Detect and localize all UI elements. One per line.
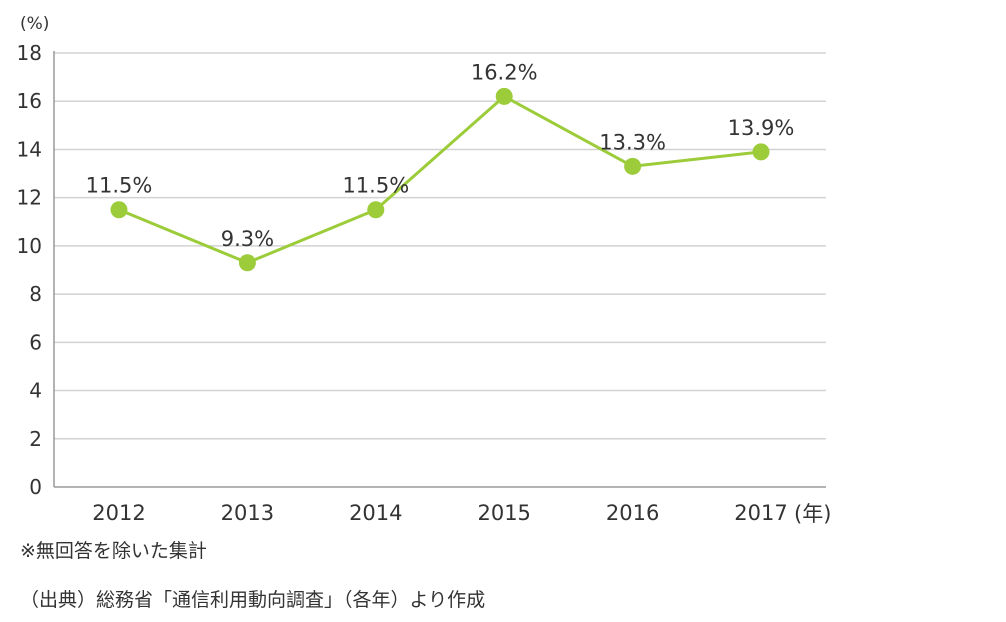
x-tick-labels: 2012 2013 2014 2015 2016 2017: [92, 501, 787, 525]
line-chart: (%) 0 2 4 6 8 10 12 14 16 18 2012 2013 2014 2015 2016…: [17, 14, 832, 526]
y-tick-label: 18: [17, 41, 42, 65]
y-tick-label: 4: [29, 379, 42, 403]
y-tick-label: 8: [29, 282, 42, 306]
data-point: [110, 201, 128, 219]
x-tick-label: 2016: [606, 501, 659, 525]
x-axis-unit: (年): [794, 502, 831, 526]
data-label: 11.5%: [342, 174, 409, 198]
y-tick-label: 6: [29, 330, 42, 354]
y-axis-unit: (%): [20, 14, 49, 34]
x-tick-label: 2014: [349, 501, 402, 525]
x-tick-label: 2013: [221, 501, 274, 525]
grid-layer: [53, 51, 826, 488]
data-point: [367, 201, 385, 219]
y-tick-label: 14: [17, 137, 42, 161]
y-tick-label: 10: [17, 234, 42, 258]
y-tick-label: 12: [17, 186, 42, 210]
source-note: （出典）総務省「通信利用動向調査」（各年）より作成: [20, 589, 486, 611]
y-tick-label: 16: [17, 89, 42, 113]
y-tick-label: 2: [29, 427, 42, 451]
y-tick-labels: 0 2 4 6 8 10 12 14 16 18: [17, 41, 42, 499]
data-label: 9.3%: [221, 227, 274, 251]
data-label: 16.2%: [471, 60, 538, 84]
x-tick-label: 2015: [477, 501, 530, 525]
data-point: [495, 87, 513, 105]
data-point: [238, 254, 256, 272]
series-layer: [110, 87, 770, 272]
data-label: 13.9%: [728, 116, 795, 140]
x-tick-label: 2017: [734, 501, 787, 525]
data-label: 11.5%: [86, 174, 153, 198]
exclusion-note: ※無回答を除いた集計: [20, 540, 207, 562]
y-tick-label: 0: [29, 475, 42, 499]
data-label: 13.3%: [599, 130, 666, 154]
data-labels: 11.5% 9.3% 11.5% 16.2% 13.3% 13.9%: [86, 60, 795, 250]
series-line: [118, 94, 762, 265]
data-point: [752, 143, 770, 161]
data-point: [624, 157, 642, 175]
x-tick-label: 2012: [92, 501, 145, 525]
